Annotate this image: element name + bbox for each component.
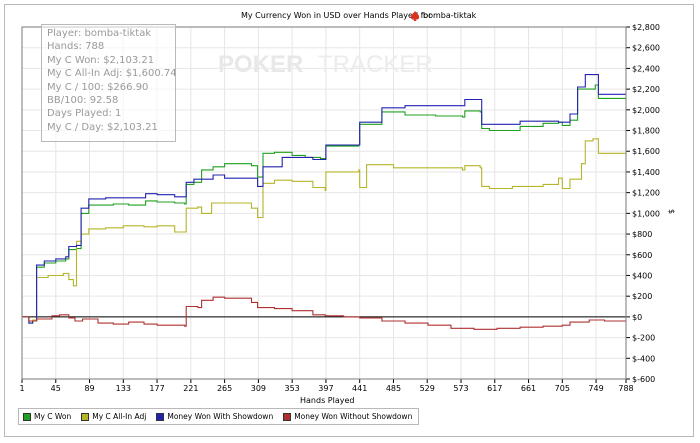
legend-item: Money Won Without Showdown — [283, 412, 412, 421]
stats-line: BB/100: 92.58 — [47, 95, 119, 107]
y-tick-label: $-600 — [632, 375, 655, 384]
legend-label: Money Won With Showdown — [167, 412, 274, 421]
y-tick-label: $2,000 — [632, 106, 660, 115]
x-tick-label: 45 — [51, 384, 61, 393]
series-line-0 — [22, 84, 627, 324]
y-tick-label: $800 — [632, 230, 652, 239]
y-tick-label: $1,000 — [632, 209, 660, 218]
stats-line: My C All-In Adj: $1,600.74 — [47, 68, 177, 80]
legend: My C Won My C All-In Adj Money Won With Sh… — [18, 408, 420, 425]
x-tick-label: 309 — [251, 384, 266, 393]
legend-swatch — [283, 412, 292, 421]
y-tick-label: $2,200 — [632, 85, 660, 94]
axes-layer: $-600 $-400 $-200 $0 $200 $400 $600 $800 $1,000 $… — [19, 23, 660, 393]
y-tick-label: $-200 — [632, 334, 655, 343]
x-tick-label: 788 — [618, 384, 633, 393]
legend-label: My C Won — [34, 412, 72, 421]
x-tick-label: 573 — [453, 384, 468, 393]
legend-swatch — [23, 412, 31, 421]
legend-label: Money Won Without Showdown — [294, 412, 413, 421]
legend-item: My C Won — [23, 412, 71, 421]
y-axis-title: $ — [667, 209, 676, 214]
y-tick-label: $1,600 — [632, 147, 660, 156]
legend-label: My C All-In Adj — [92, 412, 147, 421]
y-tick-label: $200 — [632, 292, 652, 301]
y-tick-label: $2,400 — [632, 64, 660, 73]
y-tick-label: $400 — [632, 271, 652, 280]
stats-line: My C Won: $2,103.21 — [47, 54, 155, 66]
x-tick-label: 529 — [420, 384, 435, 393]
plot-border — [21, 26, 627, 380]
watermark-logo-left: POKER — [218, 51, 303, 78]
x-tick-label: 265 — [217, 384, 232, 393]
x-tick-label: 441 — [352, 384, 367, 393]
stats-line: My C / Day: $2,103.21 — [47, 121, 158, 133]
y-tick-label: $0 — [632, 313, 642, 322]
y-tick-label: $-400 — [632, 354, 655, 363]
series-line-3 — [22, 296, 626, 330]
title-prefix: My Currency Won in USD over Hands Played… — [241, 11, 432, 20]
legend-swatch — [156, 412, 165, 421]
legend-swatch — [81, 412, 90, 421]
y-tick-label: $1,400 — [632, 168, 660, 177]
y-tick-label: $2,600 — [632, 44, 660, 53]
y-tick-label: $1,800 — [632, 127, 660, 136]
y-tick-label: $1,200 — [632, 189, 660, 198]
legend-item: Money Won With Showdown — [156, 412, 273, 421]
x-tick-label: 89 — [84, 384, 94, 393]
watermark-logo-right: TRACKER — [318, 51, 433, 78]
x-tick-label: 485 — [386, 384, 401, 393]
x-tick-label: 617 — [487, 384, 502, 393]
title-player-name: bomba-tiktak — [423, 11, 477, 20]
chart-title: My Currency Won in USD over Hands Played… — [241, 11, 432, 20]
x-tick-label: 133 — [116, 384, 131, 393]
series-layer — [22, 74, 627, 330]
x-tick-label: 177 — [149, 384, 164, 393]
y-tick-label: $600 — [632, 251, 652, 260]
stats-line: Days Played: 1 — [47, 108, 122, 120]
x-tick-label: 353 — [285, 384, 300, 393]
stats-line: My C / 100: $266.90 — [47, 81, 149, 93]
stats-line: Hands: 788 — [47, 41, 105, 53]
stats-line: Player: bomba-tiktak — [47, 28, 152, 39]
x-tick-label: 749 — [588, 384, 603, 393]
legend-item: My C All-In Adj — [81, 412, 146, 421]
series-line-2 — [22, 74, 626, 324]
series-line-1 — [22, 138, 627, 322]
x-tick-label: 705 — [555, 384, 570, 393]
watermark: POKER TRACKER — [218, 51, 433, 78]
x-tick-label: 397 — [318, 384, 333, 393]
x-tick-label: 221 — [183, 384, 198, 393]
x-tick-label: 661 — [521, 384, 536, 393]
stats-panel: Player: bomba-tiktak Hands: 788 My C Won: … — [41, 24, 177, 142]
pokertracker-spade-icon — [410, 11, 420, 21]
x-tick-label: 1 — [19, 384, 24, 393]
x-axis-title: Hands Played — [300, 396, 354, 405]
y-tick-label: $2,800 — [632, 23, 660, 32]
